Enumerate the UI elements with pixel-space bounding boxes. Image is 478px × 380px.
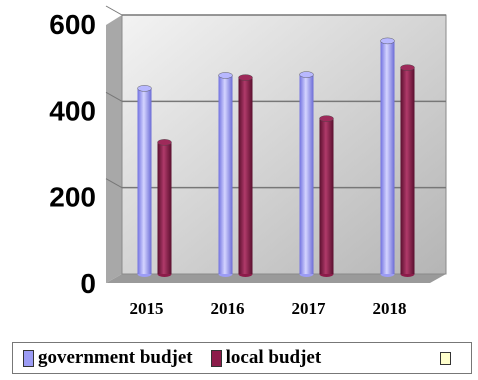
x-tick-label: 2018 [373, 299, 407, 318]
y-tick-label: 200 [49, 182, 96, 213]
bar-government-2018 [380, 37, 395, 277]
bar-government-2017 [299, 71, 314, 277]
y-tick-label: 0 [80, 268, 96, 299]
legend: government budjet local budjet [12, 342, 472, 374]
bar-local-2018 [400, 64, 415, 277]
x-tick-label: 2017 [292, 299, 327, 318]
legend-empty-swatch [440, 351, 451, 365]
legend-swatch-government [23, 349, 34, 367]
bars [137, 37, 415, 277]
legend-item-local: local budjet [210, 347, 322, 369]
gridline-side [105, 91, 123, 102]
bar-government-2016 [218, 72, 233, 277]
chart: 0 200 400 600 2015 2016 2017 2018 [49, 5, 447, 318]
bar-local-2015 [157, 139, 172, 277]
side-wall [106, 15, 122, 283]
x-tick-label: 2016 [211, 299, 245, 318]
gridline-side [105, 178, 123, 189]
bar-local-2016 [238, 74, 253, 277]
legend-item-government: government budjet [23, 347, 193, 369]
x-axis-ticks: 2015 2016 2017 2018 [130, 299, 407, 318]
y-tick-label: 400 [49, 95, 96, 126]
bar-local-2017 [319, 115, 334, 277]
legend-label-local: local budjet [225, 347, 322, 368]
legend-label-government: government budjet [38, 347, 193, 368]
floor [106, 274, 446, 283]
gridline-side [105, 5, 123, 16]
y-tick-label: 600 [49, 9, 96, 40]
x-tick-label: 2015 [130, 299, 164, 318]
legend-swatch-local [210, 349, 222, 367]
y-axis-ticks: 0 200 400 600 [49, 9, 96, 299]
bar-government-2015 [137, 85, 152, 277]
